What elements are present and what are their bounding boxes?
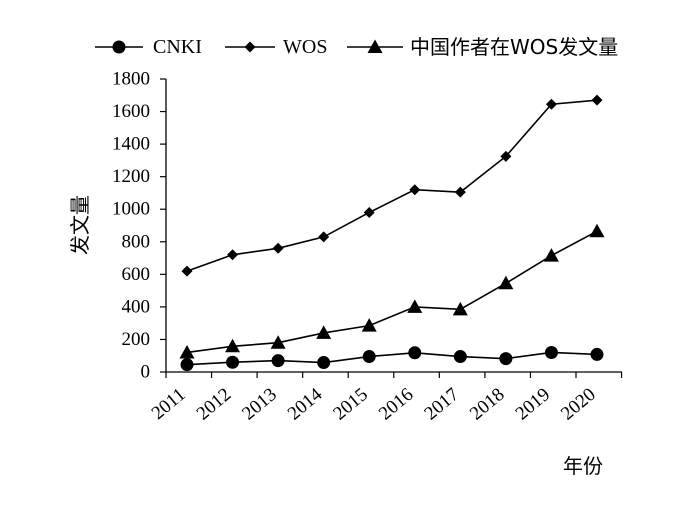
data-point-diamond bbox=[591, 94, 603, 106]
x-tick-label: 2020 bbox=[557, 384, 600, 425]
data-point-circle bbox=[226, 355, 240, 369]
data-point-diamond bbox=[363, 206, 375, 218]
x-tick-label: 2013 bbox=[238, 384, 281, 425]
series-diamond bbox=[181, 94, 603, 277]
data-point-circle bbox=[408, 346, 422, 360]
series-triangle bbox=[179, 223, 605, 359]
data-point-diamond bbox=[500, 150, 512, 162]
series-line bbox=[186, 351, 598, 366]
data-point-diamond bbox=[409, 184, 421, 196]
series-line bbox=[186, 230, 598, 354]
axes bbox=[165, 79, 622, 373]
data-point-triangle bbox=[361, 318, 377, 332]
data-point-circle bbox=[317, 356, 331, 370]
y-tick-label: 1000 bbox=[112, 199, 150, 220]
data-point-circle bbox=[271, 354, 285, 368]
data-point-triangle bbox=[452, 301, 468, 316]
x-tick-label: 2016 bbox=[375, 384, 418, 425]
x-axis-title: 年份 bbox=[563, 454, 603, 478]
data-point-diamond bbox=[227, 249, 239, 261]
x-tick-label: 2011 bbox=[148, 384, 190, 424]
y-tick-label: 1400 bbox=[112, 134, 150, 155]
x-tick-label: 2019 bbox=[512, 384, 555, 425]
legend-marker-diamond bbox=[244, 41, 256, 53]
x-tick-label: 2015 bbox=[329, 384, 372, 425]
series-line bbox=[186, 99, 598, 272]
data-point-circle bbox=[362, 350, 376, 364]
data-point-diamond bbox=[454, 186, 466, 198]
data-point-triangle bbox=[543, 248, 559, 262]
data-point-circle bbox=[453, 350, 467, 364]
x-ticks: 2011 2012 2013 2014 2015 2016 2017 2018 2019 2020 bbox=[148, 372, 623, 425]
y-tick-label: 1600 bbox=[112, 101, 150, 122]
data-point-diamond bbox=[545, 98, 557, 110]
series-circle bbox=[180, 345, 604, 372]
legend-marker-circle bbox=[112, 40, 126, 54]
data-point-diamond bbox=[272, 242, 284, 254]
data-point-triangle bbox=[225, 338, 241, 353]
x-tick-label: 2012 bbox=[193, 384, 236, 425]
data-point-circle bbox=[180, 358, 194, 372]
legend-item: 中国作者在WOS发文量 bbox=[347, 35, 618, 59]
y-tick-label: 200 bbox=[122, 329, 151, 350]
legend-label: CNKI bbox=[153, 36, 202, 58]
y-tick-label: 1200 bbox=[112, 166, 150, 187]
legend-item: CNKI bbox=[95, 36, 202, 58]
y-tick-label: 1800 bbox=[112, 69, 150, 90]
y-tick-label: 600 bbox=[122, 264, 151, 285]
data-point-triangle bbox=[179, 344, 195, 359]
data-point-triangle bbox=[270, 335, 286, 349]
legend-label: WOS bbox=[283, 36, 327, 58]
legend-item: WOS bbox=[225, 36, 327, 58]
y-tick-label: 0 bbox=[141, 362, 151, 383]
legend-marker-triangle bbox=[367, 39, 383, 53]
x-tick-label: 2017 bbox=[420, 384, 463, 425]
x-tick-label: 2014 bbox=[284, 384, 327, 425]
y-tick-label: 800 bbox=[122, 231, 151, 252]
y-axis-title: 发文量 bbox=[68, 195, 92, 255]
data-point-diamond bbox=[318, 231, 330, 243]
data-point-circle bbox=[499, 352, 513, 366]
data-point-circle bbox=[544, 345, 558, 359]
series-layer bbox=[179, 94, 605, 372]
data-point-circle bbox=[590, 347, 604, 361]
data-point-triangle bbox=[589, 223, 605, 238]
x-tick-label: 2018 bbox=[466, 384, 509, 425]
y-tick-label: 400 bbox=[122, 296, 151, 317]
data-point-triangle bbox=[498, 275, 514, 290]
data-point-triangle bbox=[407, 299, 423, 313]
legend-label: 中国作者在WOS发文量 bbox=[410, 35, 618, 59]
data-point-triangle bbox=[316, 325, 332, 339]
y-ticks: 0 200 400 600 800 1000 1200 1400 1600 1800 bbox=[112, 69, 166, 383]
legend: CNKI WOS 中国作者在WOS发文量 bbox=[95, 35, 618, 59]
data-point-diamond bbox=[181, 265, 193, 277]
